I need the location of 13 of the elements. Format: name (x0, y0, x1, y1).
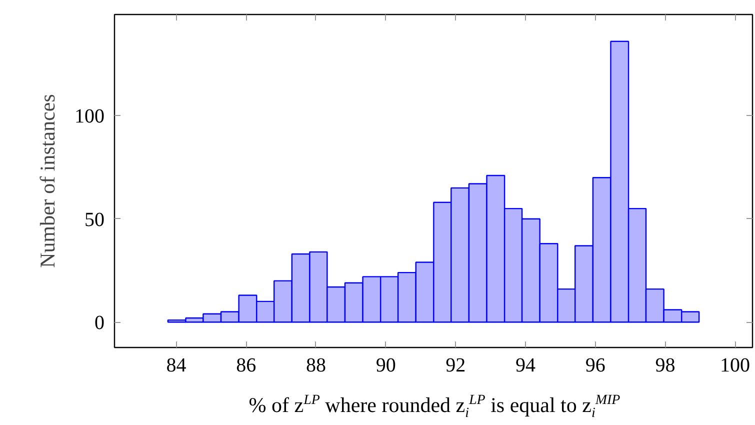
y-tick-label: 50 (84, 208, 104, 231)
x-tick-label: 86 (236, 354, 256, 376)
x-tick-label: 92 (446, 354, 466, 376)
x-tick-label: 88 (306, 354, 326, 376)
y-tick-label: 0 (94, 312, 104, 334)
x-tick-label: 84 (166, 354, 186, 376)
x-tick-label: 90 (376, 354, 396, 376)
x-tick-label: 98 (655, 354, 676, 376)
x-tick-label: 100 (720, 354, 750, 376)
x-tick-label: 96 (585, 354, 606, 376)
y-axis-title: Number of instances (36, 94, 60, 268)
x-tick-label: 94 (516, 354, 536, 376)
y-tick-label: 100 (74, 106, 104, 128)
